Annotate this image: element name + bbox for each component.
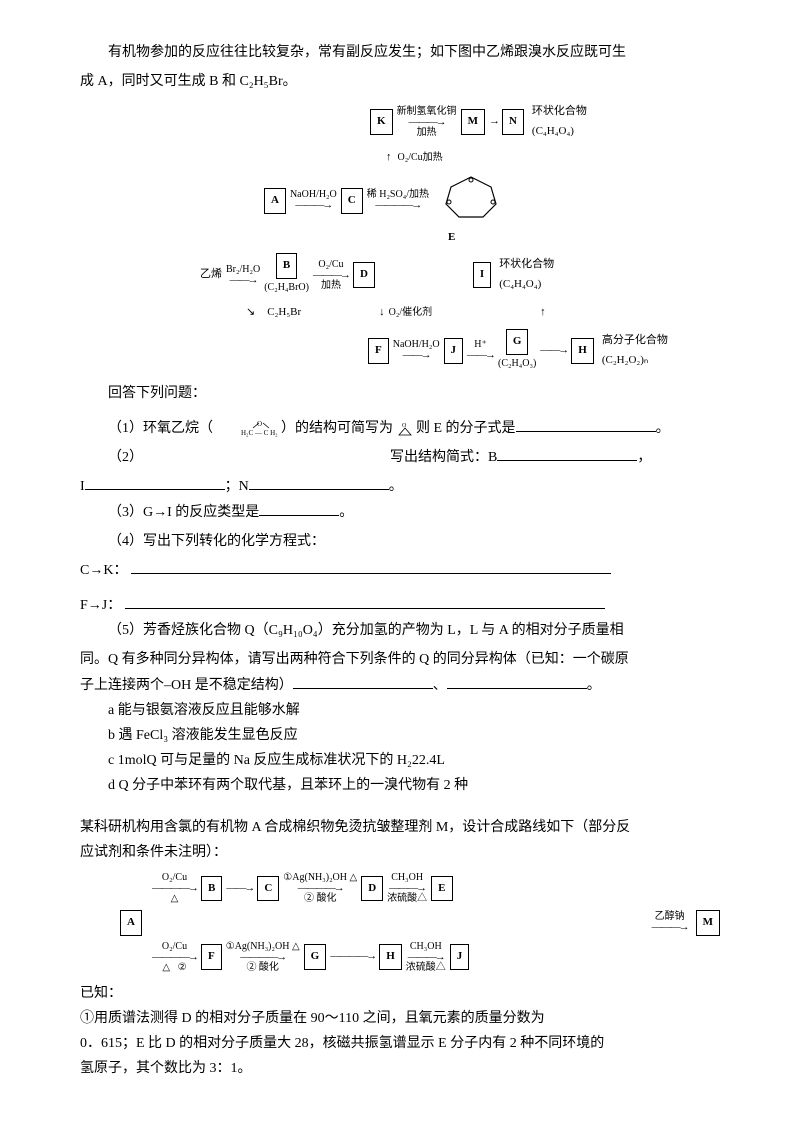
p2-known2b: 氢原子，其个数比为 3：1。: [80, 1056, 740, 1081]
p2-known1: ①用质谱法测得 D 的相对分子质量在 90～110 之间，且氧元素的质量分数为: [80, 1006, 740, 1031]
p1-q5-c: c 1molQ 可与足量的 Na 反应生成标准状况下的 H₂22.4L: [108, 748, 740, 773]
p1-q4-fj: F→J：: [80, 593, 740, 618]
p1-q5-l3: 子上连接两个–OH 是不稳定结构）、。: [80, 673, 740, 698]
p2-intro-1: 某科研机构用含氯的有机物 A 合成棉织物免烫抗皱整理剂 M，设计合成路线如下（部…: [80, 815, 740, 840]
diagram-1: K 新制氢氧化铜———→加热 M → N 环状化合物(C₄H₄O₄) ↑O₂/C…: [200, 102, 720, 372]
p1-q4-ck: C→K：: [80, 558, 740, 583]
p1-q5-d: d Q 分子中苯环有两个取代基，且苯环上的一溴代物有 2 种: [108, 773, 740, 798]
p2-intro-2: 应试剂和条件未注明）：: [80, 840, 740, 865]
p1-q5-l1: （5）芳香烃族化合物 Q（C₉H₁₀O₄）充分加氢的产物为 L，L 与 A 的相…: [80, 618, 740, 643]
diagram-2: O₂/Cu————→△ B ——→ C ①Ag(NH₃)₂OH △————→② …: [120, 873, 720, 973]
p1-q5-l2: 同。Q 有多种同分异构体，请写出两种符合下列条件的 Q 的同分异构体（已知：一个…: [80, 647, 740, 672]
p2-known2a: 0．615；E 比 D 的相对分子质量大 28，核磁共振氢谱显示 E 分子内有 …: [80, 1031, 740, 1056]
p1-intro-1: 有机物参加的反应往往比较复杂，常有副反应发生；如下图中乙烯跟溴水反应既可生: [80, 40, 740, 65]
p1-q3: （3）G→I 的反应类型是。: [80, 500, 740, 525]
p1-q5-a: a 能与银氨溶液反应且能够水解: [108, 698, 740, 723]
p1-intro-2: 成 A，同时又可生成 B 和 C₂H₅Br。: [80, 69, 740, 94]
p1-q1: （1）环氧乙烷（ O H₂C — C H₂ ）的结构可简写为 O 则 E 的分子…: [80, 416, 740, 441]
svg-text:H₂C — C H₂: H₂C — C H₂: [241, 429, 278, 437]
p1-q4: （4）写出下列转化的化学方程式：: [80, 529, 740, 554]
p1-q5-b: b 遇 FeCl₃ 溶液能发生显色反应: [108, 723, 740, 748]
p1-q2: （2） 写出结构简式：B，: [80, 445, 740, 470]
p1-q2-line2: I；N。: [80, 474, 740, 499]
p2-known: 已知：: [80, 981, 740, 1006]
p1-questions-header: 回答下列问题：: [80, 381, 740, 406]
